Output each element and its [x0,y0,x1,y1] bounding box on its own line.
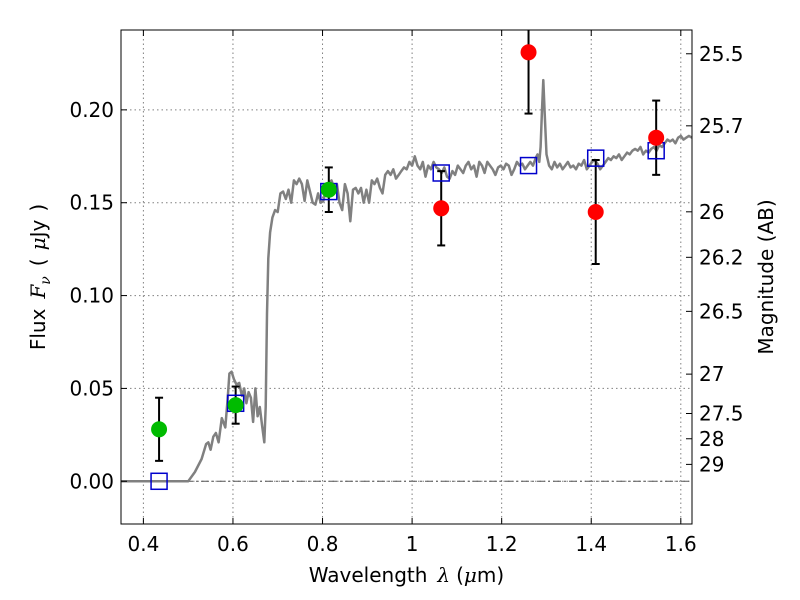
optical-photometry-point [320,181,337,198]
optical-photometry-point [151,421,168,438]
y2-tick-label: 26 [699,200,724,224]
model-spectrum-line [121,78,693,483]
errorbar-layer [155,30,661,462]
optical-photometry-point [227,397,244,414]
right-axis-label: Magnitude (AB) [754,199,778,354]
y-tick-label: 0.10 [69,284,114,308]
x-tick-label: 0.6 [217,532,249,556]
x-tick-label: 0.4 [127,532,159,556]
model-square-layer [150,141,665,491]
y2-tick-label: 29 [699,452,724,476]
photometry-circle-layer [151,44,665,438]
y-tick-label: 0.20 [69,98,114,122]
plot-frame [120,29,693,525]
y2-tick-label: 25.5 [699,42,744,66]
x-tick-label: 1.4 [575,532,607,556]
y-tick-label: 0.00 [69,469,114,493]
nir-photometry-point [648,129,665,146]
model-flux-square [586,149,605,167]
x-tick-label: 1.2 [486,532,518,556]
x-axis-label: Wavelength λ (μm) [309,563,504,587]
nir-photometry-point [433,200,450,217]
model-flux-square [519,156,538,175]
y2-tick-label: 28 [699,427,724,451]
x-tick-label: 0.8 [307,532,339,556]
model-flux-square [150,472,168,491]
y2-tick-label: 25.7 [699,114,744,138]
y-tick-label: 0.15 [69,191,114,215]
y2-tick-label: 27.5 [699,402,744,426]
y2-tick-label: 27 [699,362,724,386]
model-flux-square [432,164,450,182]
y2-tick-label: 26.2 [699,245,744,269]
nir-photometry-point [587,204,604,220]
x-tick-label: 1 [406,532,419,556]
y2-tick-label: 26.5 [699,299,744,323]
grid-layer [121,30,692,524]
spectrum-layer [121,78,693,483]
nir-photometry-point [520,44,537,61]
x-tick-label: 1.6 [665,532,697,556]
y-axis-label: FluxFν(μJy) [26,204,54,350]
y-tick-label: 0.05 [69,376,114,400]
tick-layer: 0.4 0.6 0.8 1 1.2 1.4 1.6 0.00 0.05 0.10 0.15 0.20 2… [69,30,744,556]
